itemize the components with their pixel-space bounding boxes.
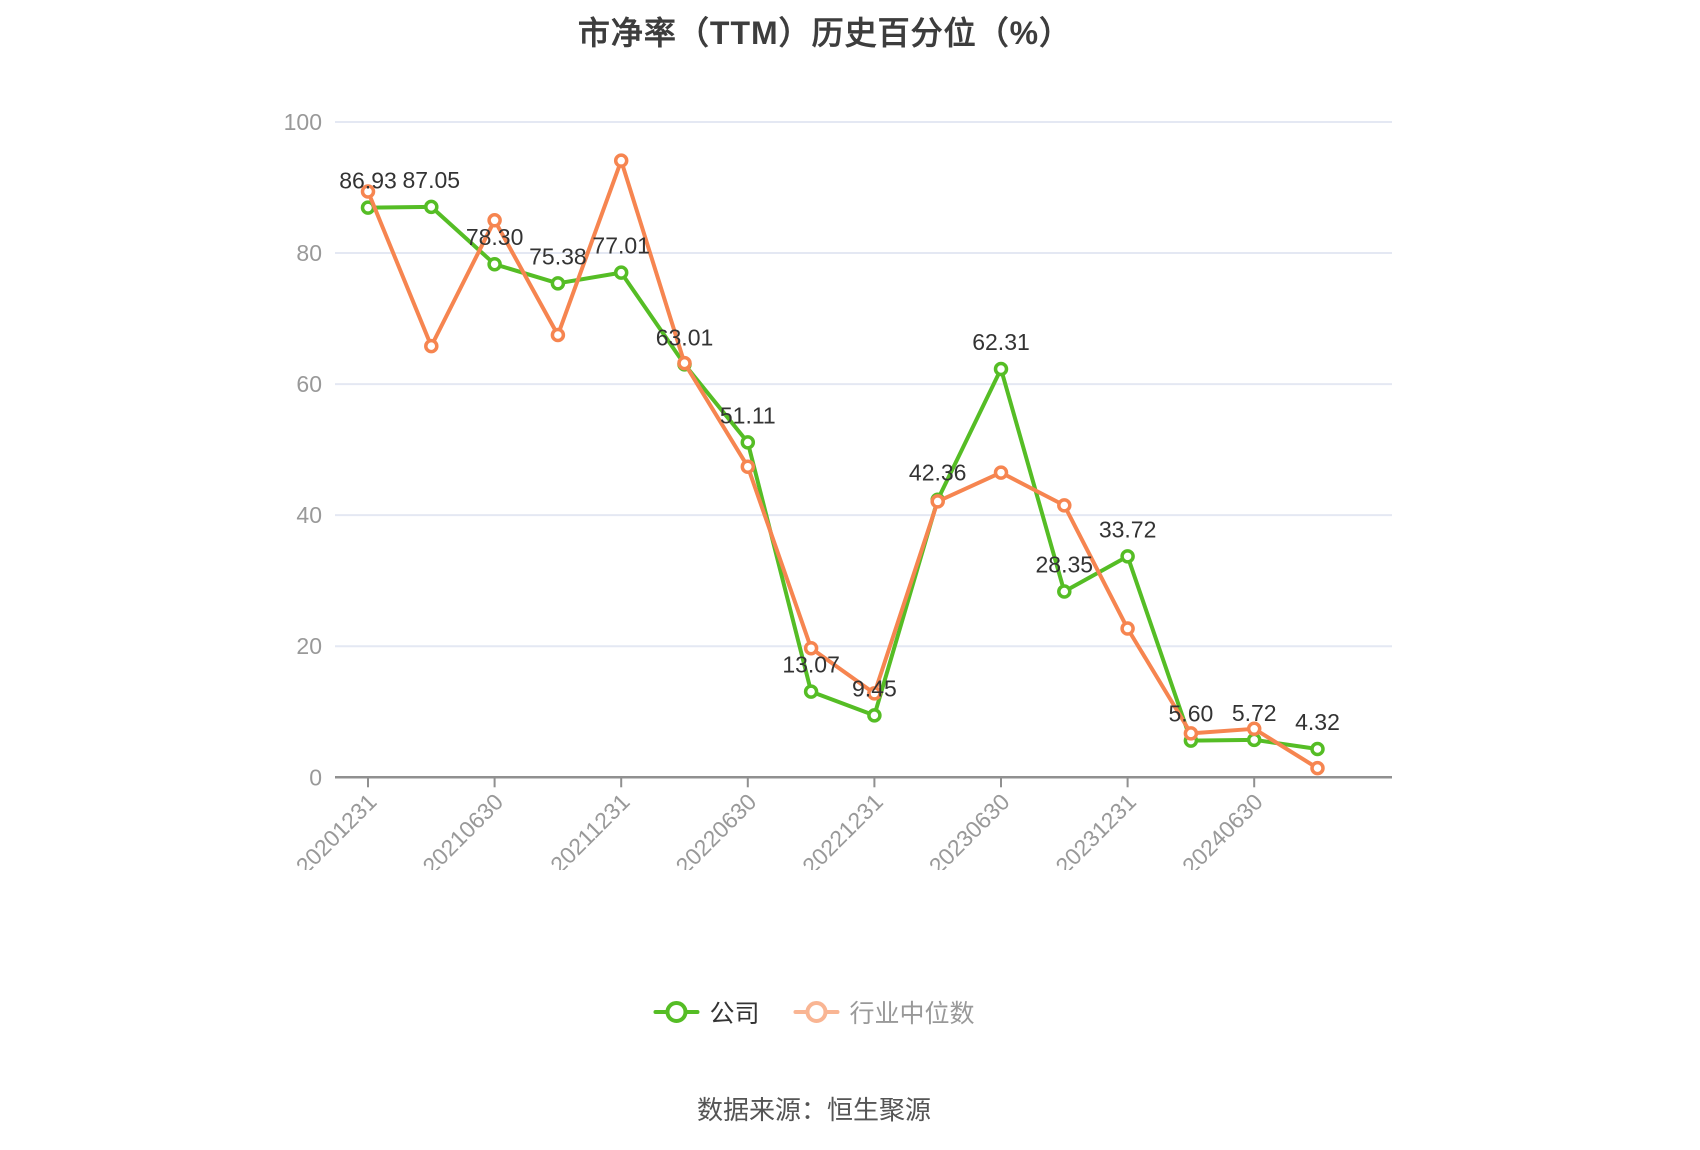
industry-median-data-point-marker[interactable] — [993, 465, 1009, 480]
industry-line-icon — [793, 1001, 840, 1023]
data-point-label: 78.30 — [466, 224, 524, 250]
industry-median-data-point-marker[interactable] — [1057, 498, 1072, 513]
industry-median-data-point-marker[interactable] — [803, 640, 819, 656]
data-point-label: 9.45 — [852, 675, 897, 701]
data-point-label: 86.93 — [339, 168, 397, 194]
y-axis-tick-label: 0 — [309, 764, 322, 790]
industry-marker-ring-icon — [805, 1001, 828, 1023]
data-point-label: 5.72 — [1232, 700, 1277, 726]
source-text: 数据来源：恒生聚源 — [696, 1095, 932, 1125]
industry-median-data-point-marker[interactable] — [677, 355, 692, 371]
company-data-point-marker[interactable] — [993, 361, 1009, 377]
industry-median-data-point-marker[interactable] — [487, 213, 502, 228]
data-point-label: 5.60 — [1169, 701, 1214, 727]
data-point-label: 33.72 — [1099, 516, 1157, 542]
industry-median-series-line — [366, 158, 1320, 771]
industry-median-data-point-marker[interactable] — [550, 327, 566, 343]
legend: 公司 行业中位数 — [653, 994, 975, 1030]
industry-median-data-point-marker[interactable] — [1310, 760, 1325, 776]
legend-label-company: 公司 — [709, 1000, 760, 1028]
data-point-label: 62.31 — [972, 329, 1030, 355]
data-point-label: 63.01 — [656, 324, 714, 350]
industry-median-data-point-marker[interactable] — [867, 686, 882, 701]
legend-label-industry-median: 行业中位数 — [849, 1000, 975, 1028]
data-point-label: 77.01 — [592, 233, 650, 259]
company-data-point-marker[interactable] — [1057, 584, 1072, 599]
company-data-point-marker[interactable] — [1310, 741, 1325, 757]
company-series-line — [366, 204, 1320, 751]
page-title: 市净率（TTM）历史百分位（%） — [577, 15, 1073, 51]
data-point-label: 42.36 — [909, 460, 967, 486]
y-axis-tick-label: 80 — [296, 240, 322, 266]
company-data-point-marker[interactable] — [487, 256, 502, 272]
x-axis-tick-label: 20230630 — [924, 788, 1015, 870]
x-axis-tick-label: 20211231 — [545, 788, 635, 870]
industry-median-data-point-marker[interactable] — [1183, 726, 1199, 741]
company-data-point-marker[interactable] — [803, 684, 819, 699]
industry-median-data-point-marker[interactable] — [360, 184, 376, 199]
data-point-label: 4.32 — [1295, 709, 1340, 735]
industry-median-data-point-marker[interactable] — [740, 459, 756, 474]
company-data-point-marker[interactable] — [867, 708, 882, 723]
x-axis-tick-label: 20221231 — [797, 788, 888, 870]
company-data-point-marker[interactable] — [424, 199, 439, 215]
plot-area: 0 20 40 60 80 100 20201231 20210630 20211231 2022… — [284, 109, 1392, 870]
x-axis-tick-label: 20210630 — [417, 788, 508, 870]
x-axis-tick-label: 20240630 — [1177, 788, 1268, 870]
y-axis-tick-label: 60 — [296, 371, 322, 397]
data-point-label: 87.05 — [403, 167, 461, 193]
data-point-label: 28.35 — [1036, 552, 1094, 578]
industry-median-data-point-marker[interactable] — [1120, 621, 1135, 636]
x-axis-tick-label: 20201231 — [291, 788, 382, 870]
data-point-label: 51.11 — [720, 402, 776, 428]
industry-median-data-point-marker[interactable] — [930, 494, 945, 509]
y-axis-tick-label: 40 — [296, 502, 322, 528]
legend-item-company[interactable]: 公司 — [653, 994, 760, 1030]
legend-item-industry-median[interactable]: 行业中位数 — [793, 994, 975, 1030]
x-axis-tick-label: 20220630 — [671, 788, 762, 870]
y-axis-tick-label: 100 — [284, 109, 322, 135]
company-data-point-marker[interactable] — [740, 435, 756, 450]
industry-median-data-point-marker[interactable] — [424, 338, 439, 354]
company-data-point-marker[interactable] — [550, 276, 566, 291]
x-axis-tick-label: 20231231 — [1050, 788, 1141, 870]
data-point-label: 75.38 — [529, 243, 587, 269]
data-point-label: 13.07 — [782, 652, 840, 678]
company-data-point-marker[interactable] — [1120, 549, 1135, 564]
industry-median-data-point-marker[interactable] — [1246, 721, 1262, 737]
y-axis-tick-label: 20 — [296, 633, 322, 659]
company-marker-ring-icon — [665, 1001, 688, 1023]
industry-median-data-point-marker[interactable] — [613, 153, 629, 168]
company-line-icon — [653, 1001, 700, 1023]
company-data-point-marker[interactable] — [613, 265, 629, 280]
